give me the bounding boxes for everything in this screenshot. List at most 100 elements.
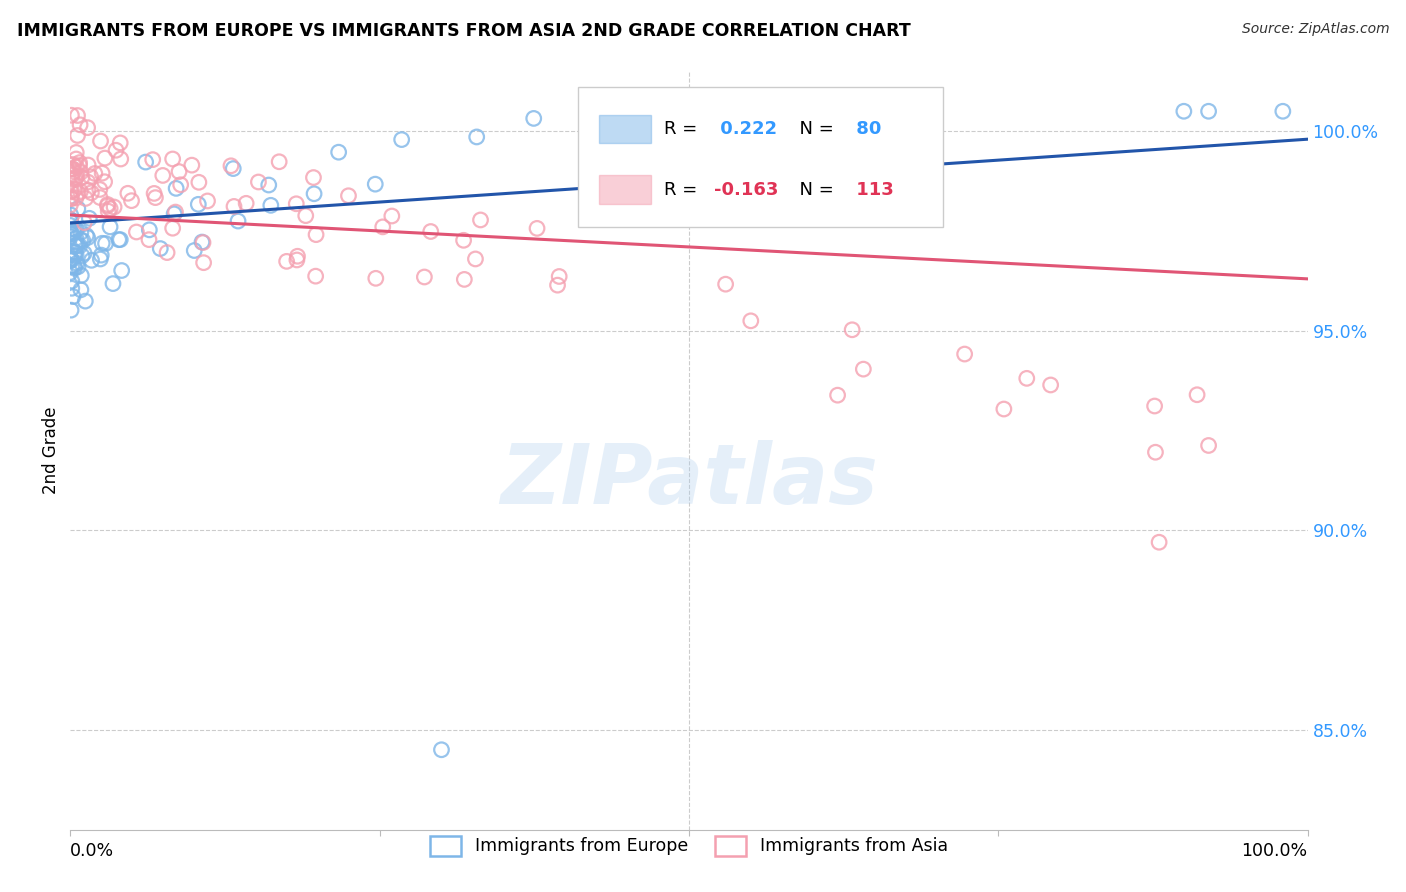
Point <box>70 283 93 297</box>
Point <box>69 185 91 199</box>
Point <box>96 199 118 213</box>
Point <box>1143 399 1166 413</box>
Point <box>187 197 209 211</box>
Point <box>89 182 111 196</box>
Point <box>65 231 87 245</box>
Point <box>60 303 83 318</box>
Text: 0.0%: 0.0% <box>70 841 114 860</box>
Point <box>1144 445 1167 459</box>
Point <box>65 223 87 237</box>
Point <box>91 166 114 180</box>
Point <box>226 214 249 228</box>
Point <box>66 202 89 216</box>
Point <box>69 118 91 132</box>
FancyBboxPatch shape <box>599 175 651 204</box>
Point <box>70 268 93 283</box>
Point <box>59 227 82 241</box>
Point <box>79 169 101 184</box>
Point <box>222 199 245 213</box>
Point <box>328 145 350 160</box>
Point <box>63 249 86 263</box>
Point <box>827 388 849 402</box>
Point <box>162 152 184 166</box>
Point <box>60 172 83 186</box>
Text: 0.222: 0.222 <box>714 120 776 138</box>
Point <box>69 155 91 169</box>
Point <box>63 182 86 196</box>
Point <box>364 271 387 285</box>
Point <box>180 158 202 172</box>
Text: R =: R = <box>664 181 697 199</box>
Point <box>63 165 86 179</box>
Point <box>59 192 82 206</box>
Point <box>285 252 308 267</box>
Point <box>60 108 83 122</box>
Point <box>276 254 298 268</box>
Point <box>135 155 157 169</box>
Point <box>60 227 83 241</box>
Point <box>101 277 124 291</box>
Point <box>110 152 132 166</box>
Text: R =: R = <box>664 120 697 138</box>
Point <box>60 191 83 205</box>
Point <box>63 261 86 276</box>
Point <box>65 160 87 174</box>
Point <box>65 169 87 184</box>
Point <box>117 186 139 201</box>
Point <box>98 202 121 216</box>
Point <box>371 219 394 234</box>
Point <box>66 128 89 143</box>
Point <box>75 294 97 309</box>
Point <box>247 175 270 189</box>
Point <box>526 221 548 235</box>
Point <box>80 253 103 268</box>
Text: 80: 80 <box>849 120 882 138</box>
Point <box>156 245 179 260</box>
Point <box>305 227 328 242</box>
Point <box>1185 388 1208 402</box>
Point <box>953 347 976 361</box>
Point <box>162 221 184 235</box>
Point <box>269 154 291 169</box>
Point <box>75 191 97 205</box>
Point <box>70 170 93 185</box>
Point <box>90 134 112 148</box>
Point <box>464 252 486 266</box>
Point <box>63 260 86 274</box>
Point <box>66 256 89 270</box>
Text: IMMIGRANTS FROM EUROPE VS IMMIGRANTS FROM ASIA 2ND GRADE CORRELATION CHART: IMMIGRANTS FROM EUROPE VS IMMIGRANTS FRO… <box>17 22 911 40</box>
Point <box>294 209 316 223</box>
Point <box>302 170 325 185</box>
Point <box>59 167 82 181</box>
Point <box>470 213 492 227</box>
Point <box>59 213 82 227</box>
Point <box>97 197 120 211</box>
Point <box>1147 535 1170 549</box>
Point <box>285 196 308 211</box>
Point <box>65 235 87 249</box>
Point <box>419 225 441 239</box>
Point <box>714 277 737 292</box>
Point <box>75 228 97 243</box>
Point <box>193 255 215 269</box>
Point <box>103 200 125 214</box>
Point <box>59 252 82 267</box>
Point <box>142 153 165 167</box>
Point <box>72 234 94 248</box>
Text: Source: ZipAtlas.com: Source: ZipAtlas.com <box>1241 22 1389 37</box>
Point <box>465 130 488 145</box>
Point <box>219 159 242 173</box>
Point <box>364 177 387 191</box>
FancyBboxPatch shape <box>578 87 942 227</box>
Point <box>1198 438 1220 452</box>
Point <box>62 157 84 171</box>
Point <box>993 402 1015 417</box>
FancyBboxPatch shape <box>599 114 651 144</box>
Point <box>59 252 82 266</box>
Point <box>413 270 436 285</box>
Point <box>90 248 112 262</box>
Point <box>83 166 105 180</box>
Point <box>169 178 191 192</box>
Point <box>59 208 82 222</box>
Point <box>65 172 87 186</box>
